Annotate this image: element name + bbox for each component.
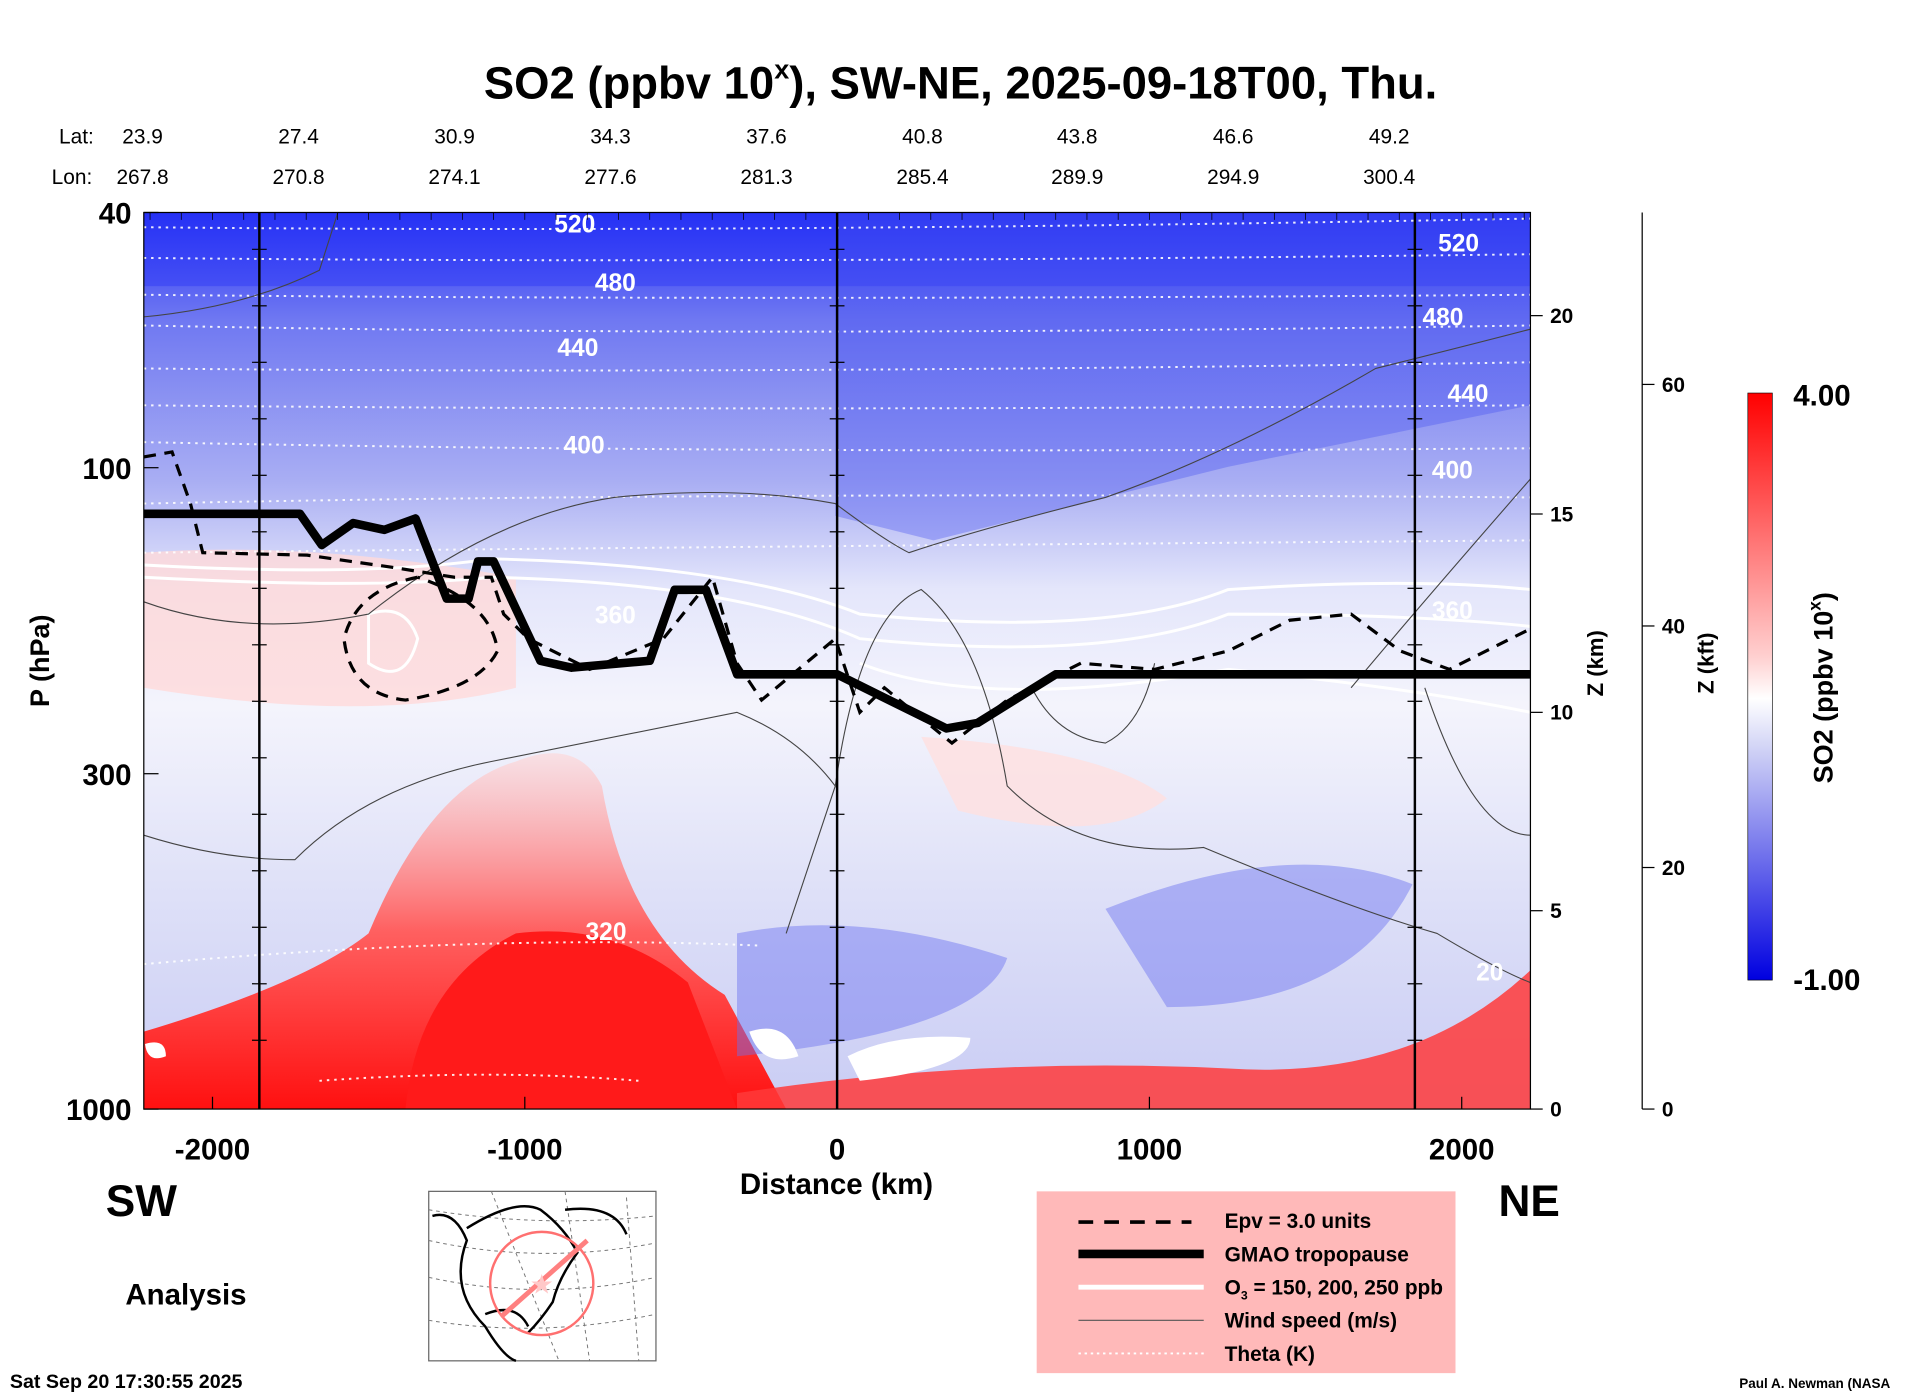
z-kft-tick-label: 60 bbox=[1662, 374, 1685, 397]
x-tick-label: -2000 bbox=[175, 1133, 250, 1166]
z-kft-tick-label: 40 bbox=[1662, 615, 1685, 638]
legend-ozone: O3 = 150, 200, 250 ppb bbox=[1225, 1277, 1443, 1303]
y-tick-label: 100 bbox=[82, 453, 131, 486]
lat-value: 27.4 bbox=[278, 126, 319, 149]
lat-value: 43.8 bbox=[1057, 126, 1098, 149]
legend-wind: Wind speed (m/s) bbox=[1225, 1310, 1398, 1333]
z-km-axis: 0 5 10 15 20 bbox=[1530, 305, 1574, 1121]
analysis-label: Analysis bbox=[125, 1278, 246, 1311]
plot-area: 520 480 440 400 360 320 520 480 440 400 360 20 bbox=[143, 212, 1531, 1110]
lon-value: 281.3 bbox=[740, 166, 792, 189]
z-km-tick-label: 15 bbox=[1550, 503, 1574, 526]
x-axis-label: Distance (km) bbox=[740, 1168, 933, 1201]
legend-epv: Epv = 3.0 units bbox=[1225, 1210, 1372, 1233]
x-tick-label: 1000 bbox=[1117, 1133, 1183, 1166]
credit: Paul A. Newman (NASA bbox=[1739, 1376, 1890, 1391]
colorbar-max-label: 4.00 bbox=[1793, 379, 1850, 412]
y-axis-label: P (hPa) bbox=[25, 614, 55, 707]
z-kft-axis-label: Z (kft) bbox=[1693, 633, 1718, 694]
chart-title: SO2 (ppbv 10x), SW-NE, 2025-09-18T00, Th… bbox=[484, 55, 1437, 109]
timestamp: Sat Sep 20 17:30:55 2025 bbox=[10, 1371, 243, 1393]
colorbar-min-label: -1.00 bbox=[1793, 964, 1860, 997]
lat-value: 46.6 bbox=[1213, 126, 1254, 149]
lon-value: 289.9 bbox=[1051, 166, 1103, 189]
lon-value: 294.9 bbox=[1207, 166, 1259, 189]
lat-value: 23.9 bbox=[122, 126, 163, 149]
z-kft-tick-label: 0 bbox=[1662, 1098, 1674, 1121]
theta-contour-label: 360 bbox=[1432, 598, 1473, 625]
theta-contour-label: 440 bbox=[1447, 381, 1488, 408]
colorbar-label: SO2 (ppbv 10x) bbox=[1804, 592, 1838, 783]
z-km-axis-label: Z (km) bbox=[1583, 630, 1608, 696]
theta-contour-label: 520 bbox=[1438, 230, 1479, 257]
z-km-tick-label: 5 bbox=[1550, 900, 1562, 923]
lat-label: Lat: bbox=[59, 126, 94, 149]
theta-contour-label: 440 bbox=[557, 335, 598, 362]
lat-value: 49.2 bbox=[1369, 126, 1410, 149]
z-km-tick-label: 0 bbox=[1550, 1098, 1562, 1121]
x-tick-label: 0 bbox=[829, 1133, 845, 1166]
ne-label: NE bbox=[1498, 1177, 1559, 1226]
y-tick-label: 1000 bbox=[66, 1094, 132, 1127]
map-center-star-icon: ★ bbox=[530, 1269, 554, 1299]
x-tick-label: -1000 bbox=[487, 1133, 562, 1166]
theta-contour-label: 360 bbox=[595, 603, 636, 630]
legend-tropopause: GMAO tropopause bbox=[1225, 1243, 1409, 1266]
x-tick-label: 2000 bbox=[1429, 1133, 1495, 1166]
y-axis: 40 100 300 1000 bbox=[66, 198, 159, 1127]
z-kft-tick-label: 20 bbox=[1662, 857, 1685, 880]
lon-label: Lon: bbox=[52, 166, 93, 189]
y-tick-label: 300 bbox=[82, 759, 131, 792]
lon-value: 300.4 bbox=[1363, 166, 1415, 189]
x-axis: -2000 -1000 0 1000 2000 bbox=[149, 212, 1525, 1166]
lat-value: 40.8 bbox=[902, 126, 943, 149]
theta-contour-label: 480 bbox=[595, 270, 636, 297]
lon-value: 285.4 bbox=[896, 166, 948, 189]
lon-value: 267.8 bbox=[116, 166, 168, 189]
legend-theta: Theta (K) bbox=[1225, 1343, 1315, 1366]
lat-lon-header: Lat: Lon: 23.9 27.4 30.9 34.3 37.6 40.8 43.8 46… bbox=[52, 126, 1416, 190]
lat-value: 34.3 bbox=[590, 126, 631, 149]
z-kft-axis: 0 20 40 60 bbox=[1641, 212, 1685, 1121]
legend: Epv = 3.0 units GMAO tropopause O3 = 150… bbox=[1036, 1191, 1456, 1374]
colorbar: 4.00 -1.00 SO2 (ppbv 10x) bbox=[1747, 379, 1860, 997]
theta-contour-label: 400 bbox=[1432, 458, 1473, 485]
sw-label: SW bbox=[106, 1177, 177, 1226]
z-km-tick-label: 10 bbox=[1550, 702, 1573, 725]
theta-contour-label: 520 bbox=[554, 212, 595, 239]
lat-value: 37.6 bbox=[746, 126, 787, 149]
lon-value: 274.1 bbox=[428, 166, 480, 189]
lon-value: 277.6 bbox=[584, 166, 636, 189]
z-km-tick-label: 20 bbox=[1550, 305, 1573, 328]
lat-value: 30.9 bbox=[434, 126, 475, 149]
inset-map: ★ bbox=[428, 1190, 657, 1363]
lon-value: 270.8 bbox=[272, 166, 324, 189]
gmao-tropopause-line bbox=[143, 509, 1531, 733]
theta-contour-label: 400 bbox=[564, 432, 605, 459]
theta-contour-label: 320 bbox=[586, 919, 627, 946]
theta-contour-label: 480 bbox=[1422, 304, 1463, 331]
theta-contour-label: 20 bbox=[1476, 959, 1503, 986]
y-tick-label: 40 bbox=[99, 198, 132, 231]
